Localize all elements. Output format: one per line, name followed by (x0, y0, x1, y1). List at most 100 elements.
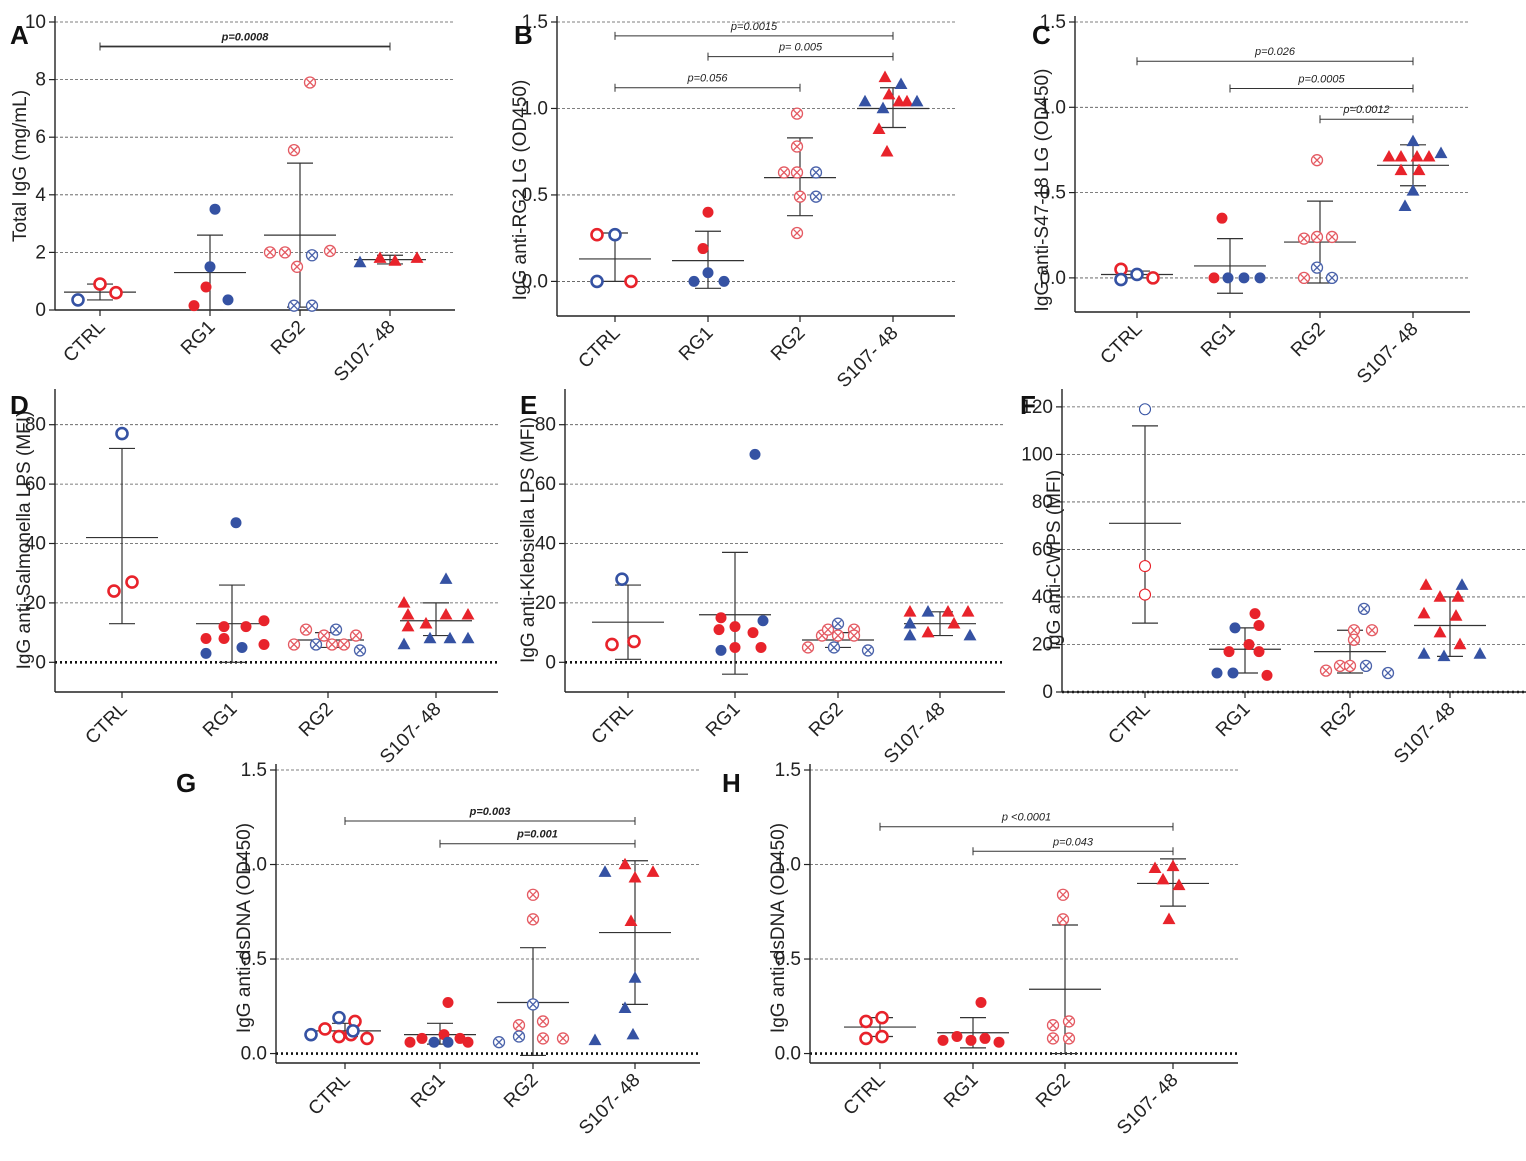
data-point (1062, 1032, 1076, 1045)
point-cross (515, 1021, 523, 1030)
point-cross (290, 301, 298, 310)
data-point (1223, 646, 1235, 658)
chart-panel-G: 0.0 0.5 1.0 1.5 CTRL RG1 RG2 S107- 48 IgG anti-d… (176, 760, 700, 1139)
data-point (1208, 272, 1220, 284)
point-cross (1328, 274, 1336, 282)
data-point (1148, 861, 1162, 874)
data-point (461, 631, 475, 644)
data-point (332, 1010, 346, 1025)
data-point (299, 623, 313, 636)
x-category-label: RG2 (500, 1070, 542, 1112)
point-cross (302, 625, 310, 634)
point-cross (1313, 233, 1321, 241)
data-point (627, 634, 641, 649)
y-tick-label: 1.0 (522, 98, 548, 119)
error-bar (1209, 627, 1281, 674)
point-cross (1065, 1034, 1073, 1043)
data-point (729, 621, 741, 633)
data-point (360, 1031, 374, 1046)
data-point (304, 1027, 318, 1042)
y-axis-label: IgG anti-S47-18 LG (OD450) (1032, 69, 1053, 312)
data-point (903, 605, 917, 617)
data-point (461, 607, 475, 620)
data-point (71, 293, 85, 307)
comparison-bracket: p <0.0001 (879, 812, 1174, 831)
data-point (1325, 271, 1339, 285)
y-tick-label: 6 (35, 127, 46, 148)
data-point (718, 275, 730, 287)
data-point (1433, 625, 1447, 638)
data-point (1261, 669, 1273, 681)
data-point (200, 633, 212, 645)
data-point (512, 1030, 526, 1043)
data-point (831, 629, 845, 642)
y-tick-label: 0.0 (775, 1044, 801, 1065)
data-point (755, 641, 767, 653)
data-point (397, 596, 411, 608)
point-cross (793, 168, 801, 177)
y-tick-label: 0 (545, 652, 556, 673)
point-cross (515, 1032, 523, 1041)
data-point (287, 144, 301, 157)
data-point (287, 638, 301, 651)
data-point (793, 190, 807, 203)
point-cross (834, 619, 842, 628)
data-point (1347, 633, 1361, 646)
x-category-label: S107- 48 (833, 323, 902, 392)
point-cross (306, 78, 314, 87)
data-point (230, 517, 242, 529)
data-point (1310, 261, 1324, 274)
point-cross (1059, 890, 1067, 899)
y-tick-label: 60 (1032, 539, 1053, 560)
panel-label: G (176, 768, 196, 798)
point-cross (793, 109, 801, 118)
data-point (749, 448, 761, 460)
data-point (443, 631, 457, 644)
x-category-label: RG1 (702, 699, 744, 741)
data-point (305, 249, 319, 262)
data-point (809, 190, 823, 203)
data-point (618, 1001, 632, 1013)
comparison-bracket: p=0.003 (344, 806, 636, 826)
data-point (965, 1034, 977, 1046)
x-category-label: CTRL (82, 699, 132, 749)
data-point (859, 1031, 873, 1046)
point-cross (539, 1017, 547, 1026)
data-point (598, 865, 612, 877)
data-point (1243, 638, 1255, 650)
point-cross (1346, 661, 1354, 670)
data-point (240, 621, 252, 633)
data-point (1410, 149, 1424, 162)
data-point (894, 77, 908, 90)
x-category-label: RG2 (267, 317, 309, 359)
data-point (1211, 667, 1223, 679)
data-point (442, 1036, 454, 1048)
error-bar (1194, 238, 1266, 294)
data-point (1254, 272, 1266, 284)
data-point (309, 638, 323, 651)
data-point (416, 1032, 428, 1044)
point-cross (1328, 233, 1336, 241)
data-point (1227, 667, 1239, 679)
data-point (882, 87, 896, 100)
point-cross (1360, 604, 1368, 613)
data-point (941, 605, 955, 617)
point-cross (326, 247, 334, 255)
error-bar (264, 162, 336, 308)
data-point (349, 629, 363, 642)
data-point (556, 1032, 570, 1045)
data-point (1406, 134, 1420, 147)
data-point (809, 166, 823, 179)
data-point (697, 243, 709, 255)
x-category-label: RG1 (1197, 319, 1239, 361)
y-tick-label: 2 (35, 242, 46, 263)
y-tick-label: 80 (1032, 492, 1053, 513)
x-category-label: RG2 (1317, 699, 1359, 741)
data-point (757, 615, 769, 627)
point-cross (1350, 635, 1358, 644)
data-point (1229, 622, 1241, 634)
point-cross (332, 625, 340, 634)
data-point (937, 1034, 949, 1046)
data-point (801, 641, 815, 654)
p-value-label: p=0.0005 (1297, 74, 1345, 86)
